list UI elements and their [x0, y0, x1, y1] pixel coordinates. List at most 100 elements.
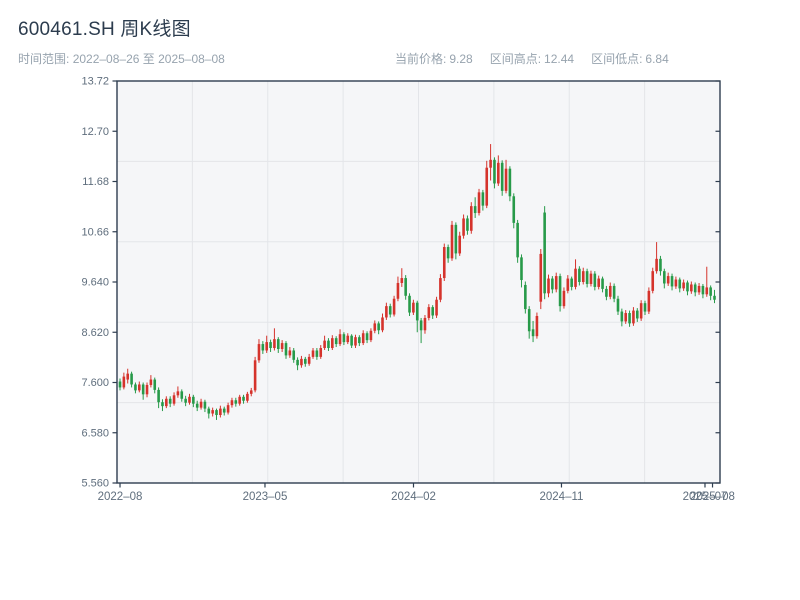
- candle: [612, 283, 616, 303]
- candle: [307, 353, 311, 366]
- candle: [477, 188, 481, 216]
- candles: [118, 144, 716, 420]
- candle-body: [303, 358, 307, 364]
- candle: [469, 202, 473, 234]
- candle-body: [616, 298, 620, 312]
- candle-body: [184, 398, 187, 403]
- candle-body: [342, 334, 346, 343]
- candle: [512, 193, 516, 229]
- candle-body: [253, 360, 257, 391]
- candle-body: [188, 396, 191, 403]
- candle-body: [431, 307, 434, 316]
- candle-body: [369, 330, 373, 341]
- candle-body: [647, 290, 651, 312]
- candle: [222, 406, 226, 416]
- candle: [369, 328, 373, 343]
- candle-body: [516, 222, 519, 258]
- candle-body: [219, 408, 222, 416]
- candle-body: [288, 350, 292, 356]
- candle: [466, 215, 469, 235]
- candle: [539, 248, 543, 310]
- candle: [149, 375, 153, 388]
- candle: [551, 276, 554, 294]
- candle-body: [466, 218, 469, 231]
- candle-body: [531, 329, 535, 337]
- candle: [381, 313, 384, 333]
- candle-body: [543, 212, 546, 294]
- candle: [435, 296, 438, 318]
- candle: [504, 159, 508, 194]
- candle-body: [361, 333, 365, 344]
- candle-body: [373, 323, 377, 331]
- candle-body: [574, 268, 577, 287]
- y-tick-label: 13.72: [81, 76, 109, 88]
- candle-body: [354, 337, 357, 346]
- candle: [535, 312, 539, 339]
- candle-body: [493, 159, 496, 184]
- candle: [666, 272, 670, 286]
- candle-body: [643, 303, 647, 312]
- candle: [311, 348, 315, 359]
- candle-body: [203, 401, 207, 409]
- candle: [651, 267, 655, 294]
- candle: [230, 397, 234, 408]
- candle-body: [408, 295, 411, 313]
- candle: [323, 335, 326, 350]
- candle-body: [605, 288, 608, 297]
- candle-body: [415, 302, 419, 321]
- candle-body: [500, 162, 504, 191]
- candle: [423, 315, 427, 334]
- y-tick-label: 10.66: [81, 226, 109, 238]
- candle-body: [276, 339, 280, 349]
- candle-body: [215, 410, 218, 416]
- candle-body: [311, 350, 315, 357]
- candle-body: [350, 335, 353, 346]
- y-tick-label: 7.600: [81, 377, 109, 389]
- candle: [276, 337, 280, 353]
- candle-body: [126, 373, 130, 380]
- candle-body: [134, 384, 137, 391]
- candle: [705, 266, 709, 297]
- candle: [342, 332, 346, 346]
- candle: [145, 382, 149, 398]
- candle: [334, 336, 338, 348]
- stat-range-low: 区间低点: 6.84: [591, 50, 672, 67]
- candle: [253, 356, 257, 393]
- candle: [361, 330, 365, 346]
- candle: [122, 372, 126, 390]
- candle: [203, 399, 207, 413]
- candle-body: [346, 335, 350, 343]
- stat-range-low-label: 区间低点:: [591, 52, 643, 66]
- candle-body: [620, 311, 624, 322]
- candle: [558, 273, 562, 312]
- candle: [273, 328, 276, 351]
- stat-current-price-value: 9.28: [449, 52, 473, 66]
- stat-current-price-label: 当前价格:: [395, 52, 447, 66]
- candle: [701, 283, 705, 299]
- candle-body: [331, 338, 334, 349]
- candle-body: [666, 276, 670, 284]
- candle-body: [419, 320, 423, 331]
- candle-body: [211, 410, 214, 414]
- candle: [377, 321, 380, 335]
- candle: [647, 287, 651, 315]
- candle: [238, 394, 241, 406]
- candle: [589, 270, 593, 287]
- candle-body: [663, 271, 666, 284]
- candle: [219, 405, 222, 418]
- candle: [126, 368, 130, 384]
- candle: [288, 347, 292, 358]
- candle: [442, 243, 446, 282]
- candle-body: [458, 235, 462, 254]
- candle-body: [300, 358, 303, 366]
- candle-body: [296, 359, 299, 366]
- candle: [543, 206, 546, 300]
- time-range-label: 时间范围:: [18, 52, 70, 66]
- time-range-value: 2022–08–26 至 2025–08–08: [72, 52, 225, 66]
- candle: [605, 285, 608, 301]
- y-tick-label: 12.70: [81, 126, 109, 138]
- candle-body: [462, 218, 465, 236]
- candle: [315, 348, 319, 360]
- candle-body: [713, 295, 716, 300]
- candle: [195, 400, 199, 412]
